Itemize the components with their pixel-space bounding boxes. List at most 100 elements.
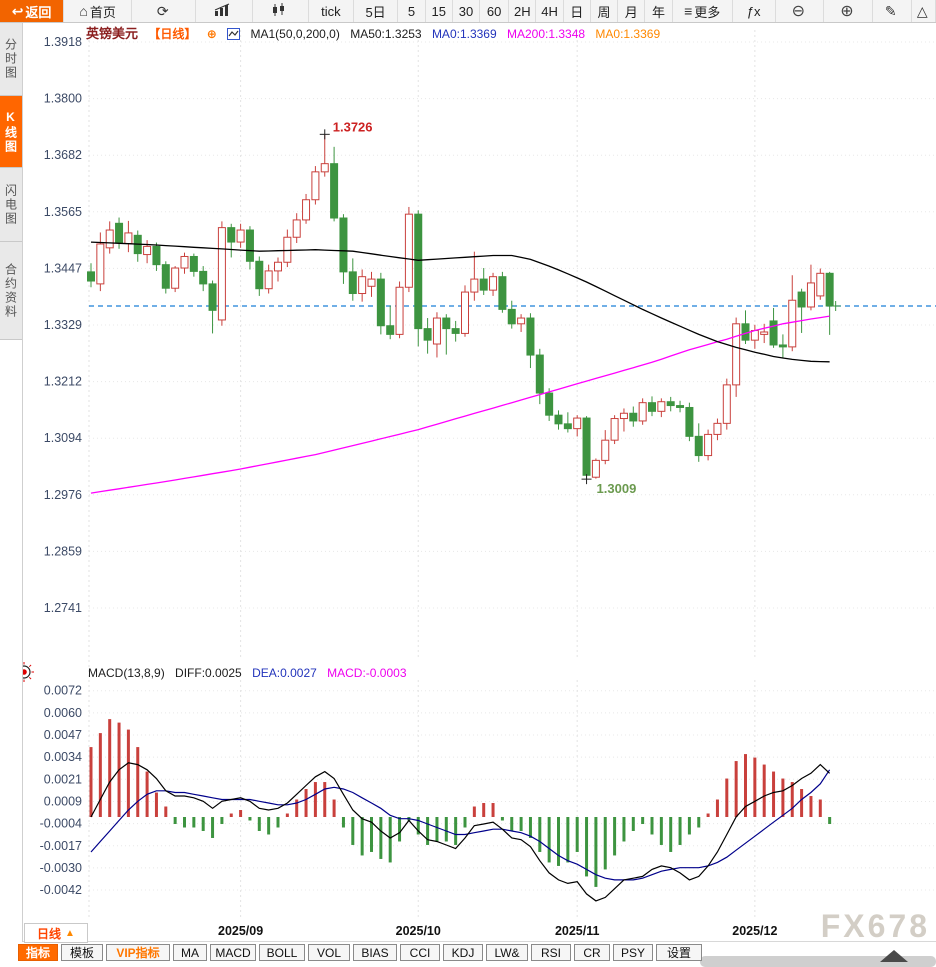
svg-text:1.3800: 1.3800: [44, 92, 82, 106]
mini-chart-icon[interactable]: [227, 28, 241, 43]
tab-macd[interactable]: MACD: [210, 944, 256, 961]
tab-lw[interactable]: LW&: [486, 944, 528, 961]
svg-text:1.2976: 1.2976: [44, 488, 82, 502]
toolbar-item-candle-chart[interactable]: [253, 0, 310, 22]
toolbar-item-tick[interactable]: tick: [309, 0, 354, 22]
toolbar-item-month[interactable]: 月: [618, 0, 646, 22]
macd-axis-labels: 0.0072 0.0060 0.0047 0.0034 0.0021 0.0009 -0.0…: [40, 684, 82, 897]
toolbar-item-zoom-out[interactable]: ⊖: [776, 0, 825, 22]
toolbar-item-label: ƒx: [746, 3, 761, 19]
toolbar-item-label: 30: [458, 3, 474, 19]
price-axis-labels: 1.3918 1.3800 1.3682 1.3565 1.3447 1.3329 1.32…: [44, 35, 82, 615]
svg-text:1.3212: 1.3212: [44, 375, 82, 389]
svg-text:-0.0042: -0.0042: [40, 883, 82, 897]
period-selector-button[interactable]: 日线 ▲: [24, 923, 88, 943]
svg-text:0.0021: 0.0021: [44, 772, 82, 786]
toolbar-item-year[interactable]: 年: [645, 0, 673, 22]
ma50-line: [90, 241, 830, 363]
add-indicator-icon[interactable]: ⊕: [206, 27, 217, 41]
svg-text:-0.0030: -0.0030: [40, 861, 82, 875]
tab-bias[interactable]: BIAS: [353, 944, 397, 961]
toolbar-item-h2[interactable]: 2H: [509, 0, 537, 22]
toolbar-item-m30[interactable]: 30: [453, 0, 481, 22]
svg-text:1.3009: 1.3009: [597, 481, 637, 496]
toolbar-item-label: 2H: [514, 3, 531, 19]
toolbar-item-h4[interactable]: 4H: [536, 0, 564, 22]
ma200-line: [90, 315, 830, 494]
svg-text:-0.0004: -0.0004: [40, 817, 82, 831]
tab-template[interactable]: 模板: [61, 944, 103, 961]
toolbar-item-zoom-in[interactable]: ⊕: [824, 0, 873, 22]
toolbar-item-more[interactable]: ≡ 更多: [673, 0, 733, 22]
candles-layer: [87, 134, 834, 480]
tab-vol[interactable]: VOL: [308, 944, 350, 961]
svg-text:2025/11: 2025/11: [555, 924, 600, 938]
toolbar-item-m15[interactable]: 15: [426, 0, 453, 22]
toolbar-item-back[interactable]: ↩ 返回: [0, 0, 65, 22]
toolbar-item-label: 周: [597, 4, 611, 20]
svg-text:1.2741: 1.2741: [44, 601, 82, 615]
toolbar-item-label: 月: [624, 4, 638, 20]
sidebar-item-time-chart[interactable]: 分时图: [0, 22, 22, 96]
toolbar-item-week[interactable]: 周: [591, 0, 619, 22]
svg-text:1.3447: 1.3447: [44, 261, 82, 275]
chart-type-sidebar: 分时图 K线图 闪电图 合约资料: [0, 22, 23, 942]
tab-ma[interactable]: MA: [173, 944, 207, 961]
main-chart-header: 英镑美元 【日线】 ⊕ MA1(50,0,200,0) MA50:1.3253 …: [86, 23, 667, 43]
toolbar-item-fx[interactable]: ƒx: [733, 0, 776, 22]
toolbar-item-label: 15: [431, 3, 446, 19]
svg-text:0.0009: 0.0009: [44, 794, 82, 808]
toolbar-item-line-chart[interactable]: [196, 0, 253, 22]
line-chart-icon: [214, 3, 232, 20]
x-axis-labels: 2025/09 2025/10 2025/11 2025/12: [218, 924, 777, 938]
period-tag: 【日线】: [148, 27, 197, 41]
tab-kdj[interactable]: KDJ: [443, 944, 483, 961]
tab-psy[interactable]: PSY: [613, 944, 653, 961]
svg-text:2025/10: 2025/10: [396, 924, 441, 938]
sidebar-item-kline-chart[interactable]: K线图: [0, 96, 22, 168]
svg-text:1.3918: 1.3918: [44, 35, 82, 49]
horizontal-scrollbar[interactable]: [700, 956, 936, 967]
toolbar-item-5d[interactable]: 5日: [354, 0, 399, 22]
fx678-watermark: FX678: [820, 908, 930, 944]
tab-settings[interactable]: 设置: [656, 944, 702, 961]
toolbar-item-label: 年: [651, 4, 665, 20]
triangle-up-icon: ▲: [65, 927, 75, 939]
svg-text:0.0060: 0.0060: [44, 706, 82, 720]
pencil-icon: ✎: [884, 2, 897, 19]
zoom-in-icon: ⊕: [840, 3, 854, 20]
bottom-divider: [0, 941, 936, 942]
tab-boll[interactable]: BOLL: [259, 944, 305, 961]
svg-text:0.0072: 0.0072: [44, 684, 82, 698]
toolbar-item-label: 更多: [694, 4, 721, 20]
sidebar-item-flash-chart[interactable]: 闪电图: [0, 168, 22, 242]
tab-vip[interactable]: VIP指标: [106, 944, 170, 961]
toolbar-item-m60[interactable]: 60: [480, 0, 510, 22]
toolbar-item-refresh[interactable]: ⟳: [132, 0, 197, 22]
macd-dea-line: [90, 769, 831, 881]
scroll-up-arrow[interactable]: [880, 950, 908, 962]
toolbar-item-m5[interactable]: 5: [398, 0, 426, 22]
toolbar-item-day[interactable]: 日: [564, 0, 591, 22]
toolbar-item-label: 返回: [25, 4, 52, 20]
toolbar-item-shapes[interactable]: △: [912, 0, 936, 22]
tab-indicator[interactable]: 指标: [18, 944, 58, 961]
toolbar-item-home[interactable]: ⌂ 首页: [64, 0, 133, 22]
toolbar-item-label: 60: [486, 3, 502, 19]
toolbar-item-draw[interactable]: ✎: [873, 0, 912, 22]
symbol-name: 英镑美元: [86, 26, 139, 41]
svg-text:1.3094: 1.3094: [44, 431, 82, 445]
ma200-value: MA200:1.3348: [507, 27, 586, 41]
svg-text:0.0047: 0.0047: [44, 728, 82, 742]
indicator-tab-bar: 指标 模板 VIP指标 MA MACD BOLL VOL BIAS CCI KDJ LW& RSI CR…: [0, 943, 936, 962]
macd-header: MACD(13,8,9) DIFF:0.0025 DEA:0.0027 MACD…: [88, 666, 414, 680]
macd-layer: [89, 719, 832, 887]
tab-cci[interactable]: CCI: [400, 944, 440, 961]
tab-cr[interactable]: CR: [574, 944, 610, 961]
sidebar-item-contract-info[interactable]: 合约资料: [0, 242, 22, 340]
gridlines: [88, 30, 936, 920]
tab-rsi[interactable]: RSI: [531, 944, 571, 961]
macd-formula: MACD(13,8,9): [88, 666, 165, 680]
macd-value: MACD:-0.0003: [327, 666, 407, 680]
